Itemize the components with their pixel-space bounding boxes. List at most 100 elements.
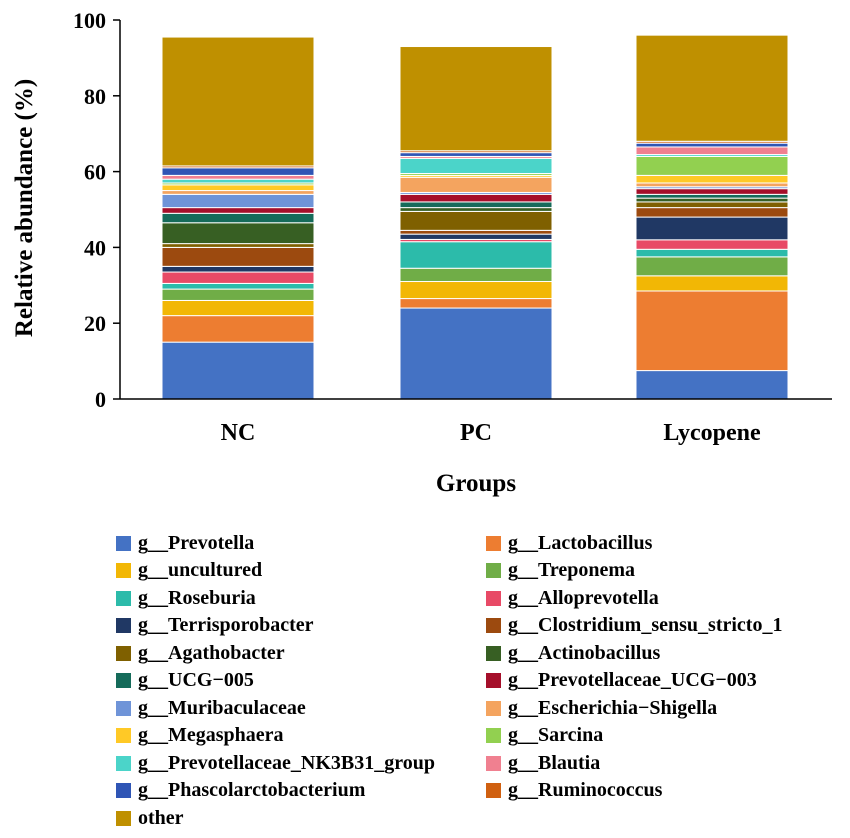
bar-segment-nc-12 xyxy=(161,193,315,209)
bar-segment-lycopene-9 xyxy=(635,197,789,203)
legend-item: g__Treponema xyxy=(486,558,635,584)
legend-item: g__Actinobacillus xyxy=(486,640,660,666)
bar-segment-lycopene-3 xyxy=(635,256,789,277)
legend-label: g__Blautia xyxy=(508,751,601,774)
legend-item: g__Prevotellaceae_NK3B31_group xyxy=(116,750,435,776)
bar-segment-nc-11 xyxy=(161,207,315,214)
bar-segment-lycopene-6 xyxy=(635,216,789,241)
y-tick-label: 100 xyxy=(73,8,106,33)
legend-item: g__Phascolarctobacterium xyxy=(116,778,365,804)
bar-segment-lycopene-5 xyxy=(635,239,789,250)
bar-segment-nc-0 xyxy=(161,341,315,400)
legend-label: g__Escherichia−Shigella xyxy=(508,696,718,719)
y-tick-label: 20 xyxy=(84,311,106,336)
stacked-bar-chart: 0 20 40 60 80 100 NC PC Lycopene Relative abund… xyxy=(11,8,832,497)
legend-label: g__Alloprevotella xyxy=(508,586,659,609)
bar-segment-nc-2 xyxy=(161,299,315,317)
legend-item: g__Lactobacillus xyxy=(486,530,652,556)
bar-segment-lycopene-14 xyxy=(635,174,789,184)
legend-label: g__Prevotellaceae_NK3B31_group xyxy=(138,751,435,774)
y-ticks: 0 20 40 60 80 100 xyxy=(73,8,120,412)
legend-item: g__UCG−005 xyxy=(116,668,254,694)
legend-swatch xyxy=(116,563,131,578)
legend-label: other xyxy=(138,806,184,829)
legend-item: g__Escherichia−Shigella xyxy=(486,695,717,721)
y-tick-label: 40 xyxy=(84,235,106,260)
x-axis-label: Groups xyxy=(436,470,516,497)
bar-segment-nc-14 xyxy=(161,184,315,192)
legend-label: g__Treponema xyxy=(508,559,636,581)
bar-segment-pc-7 xyxy=(399,229,553,235)
bar-segment-pc-16 xyxy=(399,157,553,174)
bar-segment-pc-1 xyxy=(399,298,553,309)
legend-label: g__Prevotellaceae_UCG−003 xyxy=(508,669,757,691)
legend-swatch xyxy=(116,590,131,606)
bar-segment-nc-5 xyxy=(161,271,315,284)
bar-segment-pc-3 xyxy=(399,267,553,283)
bar-segment-nc-17 xyxy=(161,174,315,180)
bar-segment-lycopene-15 xyxy=(635,155,789,176)
legend-label: g__Clostridium_sensu_stricto_1 xyxy=(508,614,783,636)
bar-segment-pc-9 xyxy=(399,207,553,212)
bar-segment-lycopene-10 xyxy=(635,193,789,199)
x-category-labels: NC PC Lycopene xyxy=(221,420,761,446)
legend-item: g__Clostridium_sensu_stricto_1 xyxy=(486,613,782,639)
legend-label: g__Agathobacter xyxy=(138,641,285,664)
bar-segment-pc-4 xyxy=(399,241,553,269)
bar-segment-pc-20 xyxy=(399,46,553,152)
legend-item: other xyxy=(116,805,184,831)
legend-swatch xyxy=(116,783,131,798)
bar-segment-pc-11 xyxy=(399,193,553,203)
y-tick-label: 80 xyxy=(84,84,106,109)
bar-segment-nc-6 xyxy=(161,265,315,273)
bar-segment-lycopene-20 xyxy=(635,34,789,142)
legend-label: g__Ruminococcus xyxy=(508,779,663,801)
legend-item: g__Ruminococcus xyxy=(486,778,662,804)
x-category-label: NC xyxy=(221,420,256,446)
legend-label: g__uncultured xyxy=(138,559,263,581)
x-category-label: Lycopene xyxy=(663,420,761,446)
bar-segment-lycopene-13 xyxy=(635,182,789,188)
plot-area xyxy=(161,34,789,400)
legend-item: g__Prevotella xyxy=(116,530,254,556)
legend-label: g__Actinobacillus xyxy=(508,641,661,664)
bar-segment-lycopene-8 xyxy=(635,201,789,209)
legend-item: g__uncultured xyxy=(116,558,262,584)
legend-swatch xyxy=(486,700,501,716)
bar-segment-lycopene-1 xyxy=(635,290,789,372)
bar-segment-nc-3 xyxy=(161,288,315,301)
legend-swatch xyxy=(486,590,501,606)
legend-swatch xyxy=(116,645,131,661)
legend-label: g__Lactobacillus xyxy=(508,531,653,554)
legend-swatch xyxy=(486,645,501,661)
legend-label: g__Prevotella xyxy=(138,531,255,554)
legend-item: g__Blautia xyxy=(486,750,600,776)
bar-segment-lycopene-18 xyxy=(635,142,789,148)
legend-label: g__Muribaculaceae xyxy=(138,696,306,719)
legend-swatch xyxy=(116,618,131,633)
legend-swatch xyxy=(486,563,501,578)
legend-item: g__Prevotellaceae_UCG−003 xyxy=(486,668,757,694)
bar-segment-lycopene-0 xyxy=(635,370,789,400)
legend-label: g__Roseburia xyxy=(138,586,256,609)
bar-segment-pc-18 xyxy=(399,152,553,157)
legend-label: g__Megasphaera xyxy=(138,724,284,746)
legend-swatch xyxy=(486,728,501,743)
bar-segment-pc-2 xyxy=(399,281,553,300)
bar-segment-lycopene-11 xyxy=(635,188,789,195)
x-category-label: PC xyxy=(460,420,492,446)
legend-swatch xyxy=(486,673,501,688)
legend-item: g__Terrisporobacter xyxy=(116,613,314,639)
bar-segment-pc-10 xyxy=(399,201,553,209)
bar-segment-nc-8 xyxy=(161,243,315,248)
y-axis-label: Relative abundance (%) xyxy=(11,79,38,337)
legend-item: g__Alloprevotella xyxy=(486,585,659,611)
bar-segment-lycopene-7 xyxy=(635,207,789,218)
legend-swatch xyxy=(486,783,501,798)
y-tick-label: 60 xyxy=(84,160,106,185)
legend-label: g__Sarcina xyxy=(508,724,604,746)
bar-segment-nc-9 xyxy=(161,222,315,245)
legend-swatch xyxy=(116,535,131,551)
legend-swatch xyxy=(116,700,131,716)
legend-item: g__Sarcina xyxy=(486,723,603,749)
